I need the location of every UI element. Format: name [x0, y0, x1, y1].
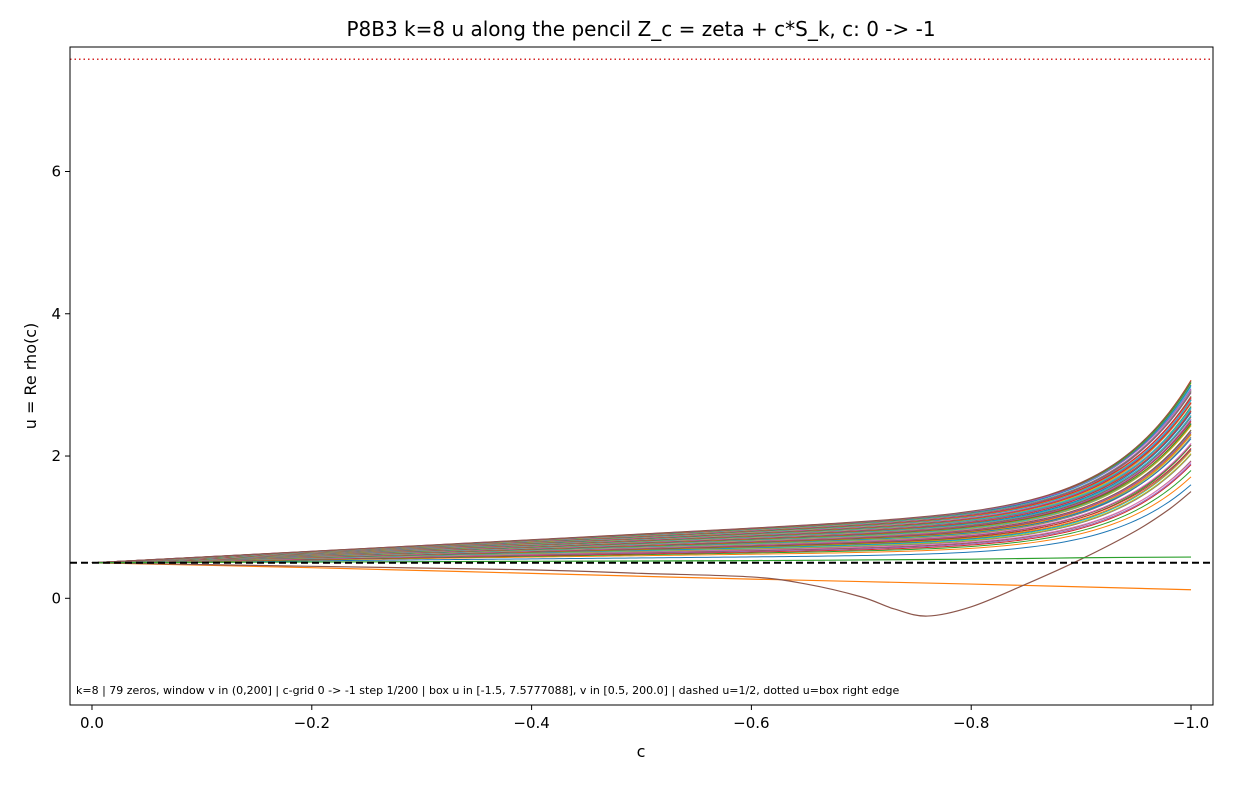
trajectory-line — [91, 484, 1192, 564]
chart-annotation: k=8 | 79 zeros, window v in (0,200] | c-… — [76, 684, 899, 697]
x-tick-label: −0.2 — [294, 714, 330, 732]
chart-title: P8B3 k=8 u along the pencil Z_c = zeta +… — [346, 17, 935, 41]
y-axis-label: u = Re rho(c) — [21, 323, 40, 430]
x-tick-label: −0.8 — [953, 714, 989, 732]
x-axis-label: c — [637, 742, 646, 761]
x-tick-label: 0.0 — [80, 714, 104, 732]
y-tick-label: 0 — [51, 589, 61, 607]
y-tick-label: 6 — [51, 162, 61, 180]
x-tick-label: −0.4 — [513, 714, 549, 732]
trajectory-line — [91, 380, 1192, 564]
trajectory-line-special — [91, 491, 1192, 617]
trajectory-line-special — [91, 562, 1192, 591]
x-tick-label: −1.0 — [1173, 714, 1209, 732]
y-tick-label: 2 — [51, 447, 61, 465]
plot-frame — [69, 46, 1214, 706]
x-tick-label: −0.6 — [733, 714, 769, 732]
y-tick-label: 4 — [51, 305, 61, 323]
